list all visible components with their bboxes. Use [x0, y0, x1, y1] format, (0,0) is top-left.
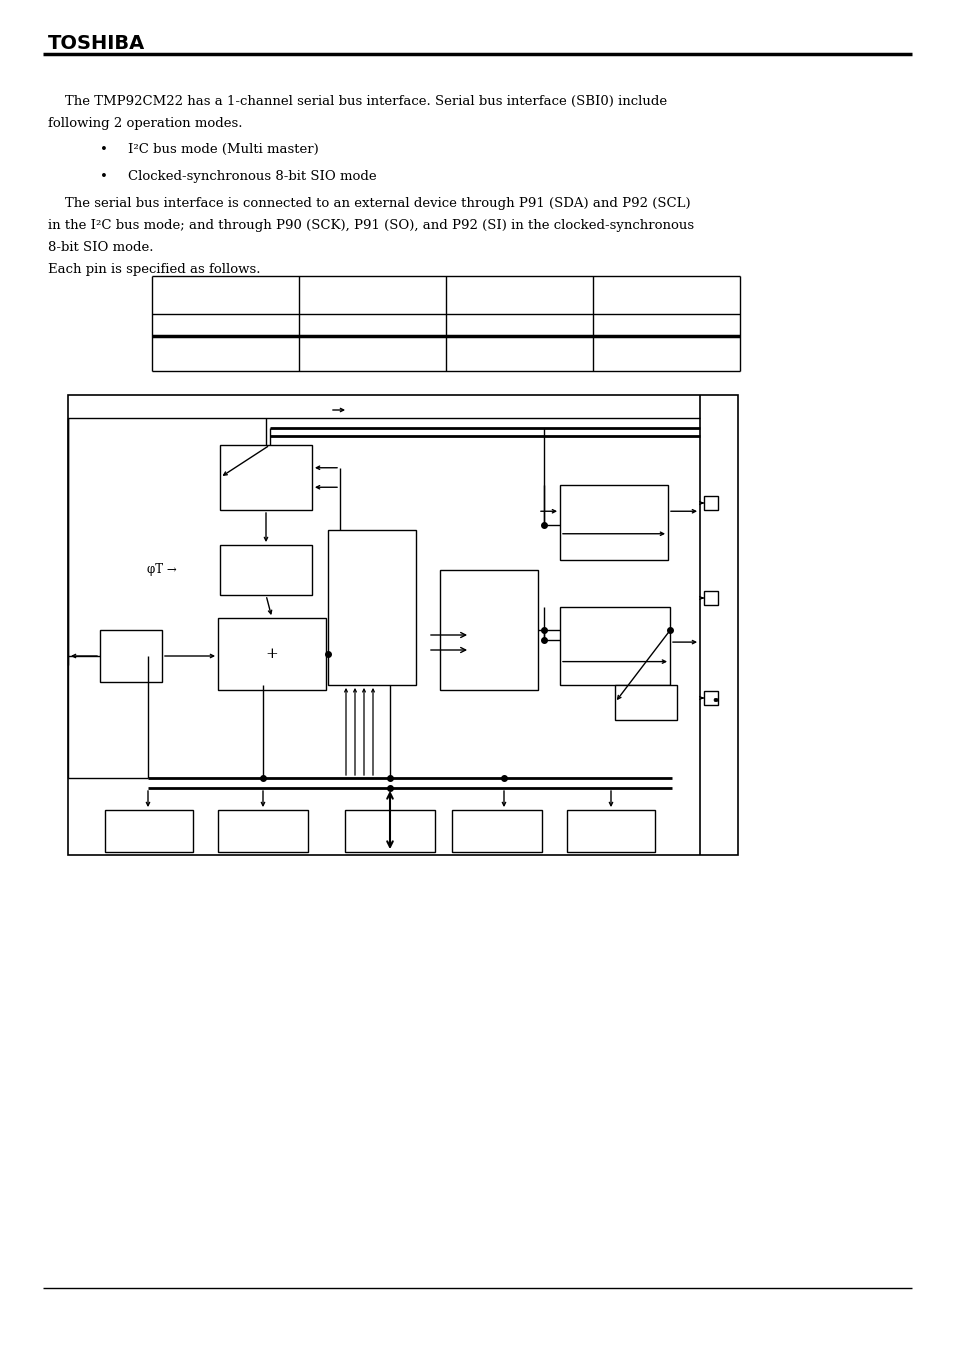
Bar: [345, 810, 435, 852]
Text: The serial bus interface is connected to an external device through P91 (SDA) an: The serial bus interface is connected to…: [48, 197, 690, 211]
Text: +: +: [265, 647, 278, 662]
Text: •: •: [100, 143, 108, 157]
Bar: [452, 810, 541, 852]
Bar: [68, 396, 738, 855]
Text: Each pin is specified as follows.: Each pin is specified as follows.: [48, 263, 260, 275]
Bar: [703, 495, 718, 510]
Text: I²C bus mode (Multi master): I²C bus mode (Multi master): [128, 143, 318, 157]
Text: φT →: φT →: [147, 563, 176, 576]
Bar: [439, 570, 537, 690]
Text: •: •: [100, 170, 108, 184]
Bar: [105, 810, 193, 852]
Text: Clocked-synchronous 8-bit SIO mode: Clocked-synchronous 8-bit SIO mode: [128, 170, 376, 184]
Text: following 2 operation modes.: following 2 operation modes.: [48, 117, 242, 130]
Text: 8-bit SIO mode.: 8-bit SIO mode.: [48, 242, 153, 254]
Bar: [559, 608, 669, 684]
Bar: [566, 810, 655, 852]
Bar: [559, 485, 667, 560]
Bar: [220, 545, 312, 595]
Text: The TMP92CM22 has a 1-channel serial bus interface. Serial bus interface (SBI0) : The TMP92CM22 has a 1-channel serial bus…: [48, 95, 666, 108]
Bar: [703, 691, 718, 705]
Text: in the I²C bus mode; and through P90 (SCK), P91 (SO), and P92 (SI) in the clocke: in the I²C bus mode; and through P90 (SC…: [48, 219, 694, 232]
Bar: [100, 630, 162, 682]
Text: TOSHIBA: TOSHIBA: [48, 34, 145, 53]
Bar: [615, 684, 677, 720]
Bar: [703, 591, 718, 605]
Bar: [218, 618, 326, 690]
Bar: [218, 810, 308, 852]
Bar: [328, 531, 416, 684]
Bar: [220, 446, 312, 510]
